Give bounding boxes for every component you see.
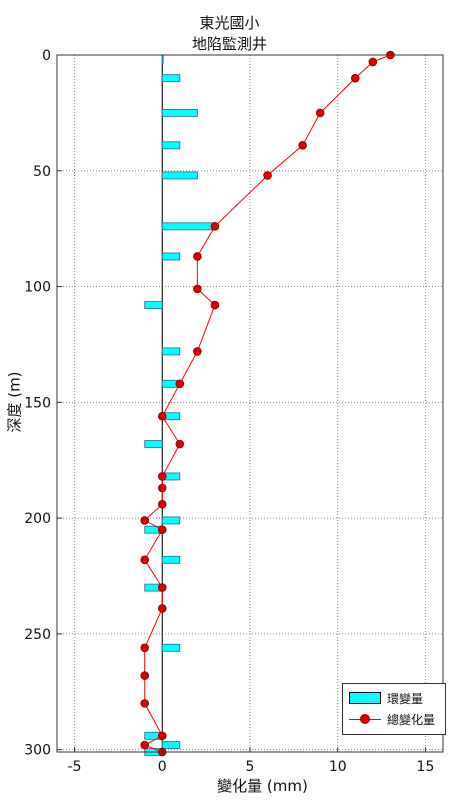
- chart-title-line-2: 地陷監測井: [191, 35, 267, 53]
- data-point: [140, 671, 150, 680]
- chart-legend: 環變量 總變化量: [342, 683, 446, 735]
- data-point: [193, 252, 202, 261]
- x-tick-label: 0: [158, 759, 167, 775]
- bar: [144, 301, 163, 309]
- bar: [161, 55, 164, 64]
- y-tick-label: 50: [33, 164, 51, 180]
- bar: [161, 741, 181, 749]
- bar: [161, 555, 181, 564]
- legend-label-line: 總變化量: [387, 712, 436, 727]
- series-line: [143, 54, 391, 753]
- y-tick-label: 300: [24, 743, 51, 759]
- legend-swatch-bars: [349, 692, 381, 704]
- bar: [161, 252, 181, 261]
- data-point: [193, 284, 202, 294]
- data-point: [263, 171, 272, 180]
- chart-title-line-1: 東光國小: [199, 14, 260, 32]
- bar: [161, 347, 181, 356]
- legend-label-bars: 環變量: [387, 691, 424, 706]
- data-point: [350, 73, 360, 83]
- data-point: [140, 740, 150, 750]
- bar: [161, 108, 198, 117]
- bar: [161, 171, 198, 180]
- data-point: [140, 555, 150, 565]
- bar: [161, 141, 181, 150]
- x-tick-label: 5: [246, 759, 255, 775]
- data-point: [157, 731, 167, 741]
- data-point: [157, 472, 167, 481]
- data-point: [298, 141, 307, 150]
- x-tick-label: -5: [68, 759, 82, 775]
- bar: [144, 440, 163, 448]
- data-point: [175, 439, 185, 449]
- bar: [161, 74, 181, 83]
- data-point: [140, 516, 150, 525]
- bar: [161, 516, 181, 525]
- data-point: [157, 583, 167, 592]
- x-tick-label: 15: [417, 759, 435, 775]
- data-point: [210, 300, 220, 310]
- legend-entry-bars: 環變量: [349, 688, 423, 708]
- x-tick-label: 10: [329, 759, 347, 775]
- bar: [161, 643, 181, 652]
- y-tick-label: 0: [42, 48, 51, 64]
- data-point: [157, 604, 167, 613]
- y-tick-label: 250: [24, 627, 51, 643]
- data-point: [368, 57, 378, 67]
- legend-entry-line: 總變化量: [349, 709, 435, 729]
- data-point: [210, 222, 220, 231]
- y-axis-label: 深度 (m): [5, 371, 24, 433]
- y-tick-label: 100: [24, 280, 51, 296]
- data-point: [157, 499, 167, 509]
- bar: [161, 222, 216, 231]
- y-tick-label: 200: [24, 511, 51, 527]
- data-point: [140, 699, 150, 708]
- y-tick-label: 150: [24, 395, 51, 411]
- data-point: [175, 379, 185, 389]
- x-axis-label: 變化量 (mm): [217, 777, 308, 795]
- data-point: [193, 347, 202, 356]
- data-point: [157, 525, 167, 535]
- legend-marker-line: [349, 714, 381, 724]
- data-point: [157, 483, 167, 493]
- data-point: [157, 411, 167, 421]
- data-point: [315, 108, 325, 118]
- data-point: [140, 643, 150, 653]
